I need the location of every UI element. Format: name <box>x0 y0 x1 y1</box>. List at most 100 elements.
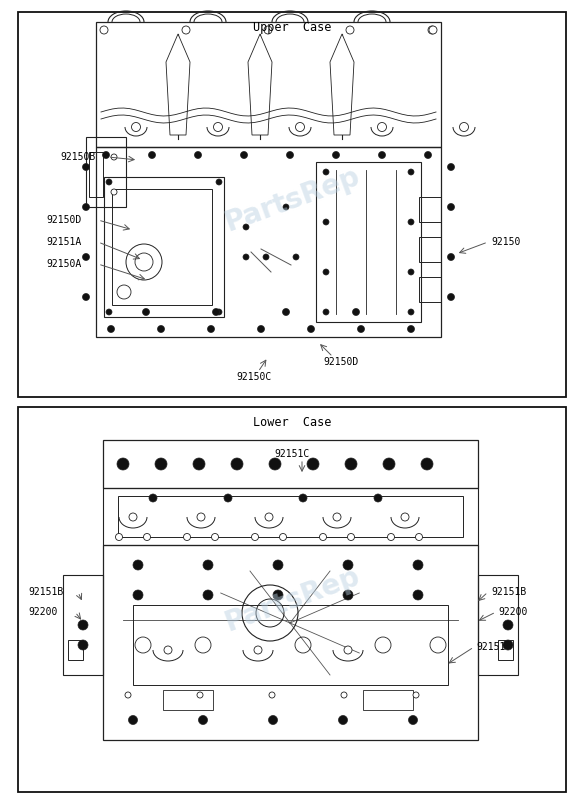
Circle shape <box>421 458 433 470</box>
Circle shape <box>343 590 353 600</box>
Bar <box>18 407 566 792</box>
Text: 92151C: 92151C <box>274 449 310 459</box>
Circle shape <box>388 534 395 541</box>
Circle shape <box>133 590 143 600</box>
Circle shape <box>131 122 141 131</box>
Circle shape <box>231 458 243 470</box>
Circle shape <box>307 458 319 470</box>
Circle shape <box>308 326 315 333</box>
Bar <box>316 162 421 322</box>
Polygon shape <box>330 34 354 135</box>
Circle shape <box>216 179 222 185</box>
Circle shape <box>408 219 414 225</box>
Bar <box>103 488 478 545</box>
Circle shape <box>203 560 213 570</box>
Circle shape <box>374 494 382 502</box>
Circle shape <box>100 26 108 34</box>
Text: Lower  Case: Lower Case <box>253 417 331 430</box>
Circle shape <box>216 309 222 315</box>
Circle shape <box>503 620 513 630</box>
Circle shape <box>194 151 201 158</box>
Text: 92200: 92200 <box>28 607 57 617</box>
Circle shape <box>224 494 232 502</box>
Bar <box>133 605 448 685</box>
Bar <box>104 177 224 317</box>
Text: 92151B: 92151B <box>28 587 63 597</box>
Circle shape <box>323 219 329 225</box>
Circle shape <box>269 715 277 725</box>
Circle shape <box>199 715 207 725</box>
Circle shape <box>429 26 437 34</box>
Text: Upper  Case: Upper Case <box>253 22 331 34</box>
Circle shape <box>128 715 137 725</box>
Circle shape <box>263 254 269 260</box>
Circle shape <box>207 326 214 333</box>
Circle shape <box>111 189 117 195</box>
Text: 92150B: 92150B <box>60 152 95 162</box>
Circle shape <box>273 560 283 570</box>
Circle shape <box>460 122 468 131</box>
Circle shape <box>265 513 273 521</box>
Circle shape <box>243 224 249 230</box>
Bar <box>419 277 441 302</box>
Circle shape <box>346 26 354 34</box>
Bar <box>112 189 212 305</box>
Bar <box>89 152 103 197</box>
Circle shape <box>447 203 454 210</box>
Circle shape <box>211 534 218 541</box>
Bar <box>419 237 441 262</box>
Circle shape <box>332 151 339 158</box>
Circle shape <box>82 203 89 210</box>
Text: 92150D: 92150D <box>323 357 358 367</box>
Bar <box>18 12 566 397</box>
Circle shape <box>155 458 167 470</box>
Circle shape <box>103 151 110 158</box>
Circle shape <box>428 26 436 34</box>
Circle shape <box>408 169 414 175</box>
Circle shape <box>82 163 89 170</box>
Text: PartsRep: PartsRep <box>221 162 363 238</box>
Bar <box>86 137 126 207</box>
Circle shape <box>323 269 329 275</box>
Circle shape <box>344 646 352 654</box>
Bar <box>118 496 463 537</box>
Bar <box>103 440 478 488</box>
Circle shape <box>106 179 112 185</box>
Circle shape <box>129 513 137 521</box>
Bar <box>103 545 478 740</box>
Bar <box>68 640 83 660</box>
Bar <box>163 690 213 710</box>
Text: PartsRep: PartsRep <box>221 562 363 638</box>
Text: 92151: 92151 <box>476 642 505 652</box>
Text: 92200: 92200 <box>498 607 527 617</box>
Circle shape <box>142 309 150 315</box>
Circle shape <box>408 715 418 725</box>
Circle shape <box>197 692 203 698</box>
Circle shape <box>413 692 419 698</box>
Circle shape <box>296 122 304 131</box>
Circle shape <box>293 254 299 260</box>
Bar <box>63 575 103 675</box>
Circle shape <box>339 715 347 725</box>
Circle shape <box>503 640 513 650</box>
Circle shape <box>401 513 409 521</box>
Bar <box>419 197 441 222</box>
Bar <box>498 640 513 660</box>
Circle shape <box>283 309 290 315</box>
Bar <box>363 690 413 710</box>
Circle shape <box>280 534 287 541</box>
Circle shape <box>413 590 423 600</box>
Circle shape <box>78 640 88 650</box>
Circle shape <box>144 534 151 541</box>
Circle shape <box>408 309 414 315</box>
Circle shape <box>148 151 155 158</box>
Circle shape <box>254 646 262 654</box>
Circle shape <box>447 294 454 301</box>
Circle shape <box>378 151 385 158</box>
Circle shape <box>377 122 387 131</box>
Circle shape <box>408 326 415 333</box>
Circle shape <box>343 560 353 570</box>
Polygon shape <box>166 34 190 135</box>
Circle shape <box>164 646 172 654</box>
Circle shape <box>299 494 307 502</box>
